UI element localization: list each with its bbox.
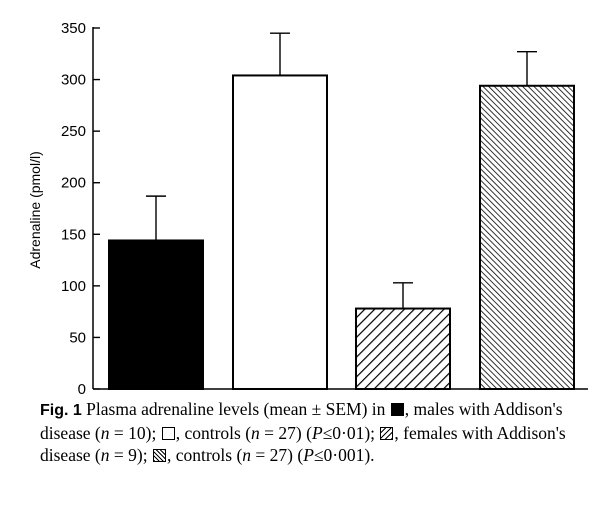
bar	[232, 74, 328, 391]
y-tick-label: 300	[61, 72, 86, 89]
caption-italic: n	[242, 445, 252, 465]
legend-swatch-black	[390, 403, 404, 416]
caption-text: = 27) (	[259, 423, 312, 443]
caption-text: , females with Addison's disease (	[40, 423, 566, 465]
figure-label: Fig. 1	[40, 402, 82, 419]
y-tick-label: 0	[78, 381, 86, 398]
caption-text: = 10);	[109, 423, 161, 443]
bar-chart: 0 50 100 150 200 250 300 350 Adrenaline (pmol/l…	[27, 20, 588, 398]
y-tick-label: 50	[69, 329, 86, 346]
y-tick-label: 350	[61, 20, 86, 37]
caption-text: ≤0·001).	[313, 445, 375, 465]
caption-text: , controls (	[175, 423, 252, 443]
y-tick-label: 100	[61, 278, 86, 295]
bars	[108, 32, 575, 391]
caption-italic: n	[100, 423, 110, 443]
bar	[355, 307, 451, 391]
legend-swatch-hatch-fine	[380, 427, 394, 440]
legend-swatch-white	[161, 427, 175, 440]
caption-italic: n	[251, 423, 260, 443]
caption-text: , controls (	[166, 445, 243, 465]
bar	[479, 84, 575, 390]
figure-caption: Fig. 1 Plasma adrenaline levels (mean ± …	[40, 398, 580, 466]
legend-swatch-hatch-dense	[152, 449, 166, 462]
y-tick-label: 200	[61, 175, 86, 192]
y-tick-label: 250	[61, 123, 86, 140]
y-tick-label: 150	[61, 226, 86, 243]
caption-text: ≤0·01);	[322, 423, 380, 443]
caption-italic: n	[100, 445, 110, 465]
caption-text: , males with Addison's disease (	[40, 399, 563, 443]
caption-text: Plasma adrenaline levels (mean ± SEM) in	[81, 399, 390, 419]
caption-text: = 27) (	[251, 445, 304, 465]
caption-italic: P	[311, 423, 323, 443]
bar	[108, 239, 204, 390]
y-axis-label: Adrenaline (pmol/l)	[27, 151, 43, 269]
caption-italic: P	[303, 445, 314, 465]
caption-text: = 9);	[109, 445, 152, 465]
